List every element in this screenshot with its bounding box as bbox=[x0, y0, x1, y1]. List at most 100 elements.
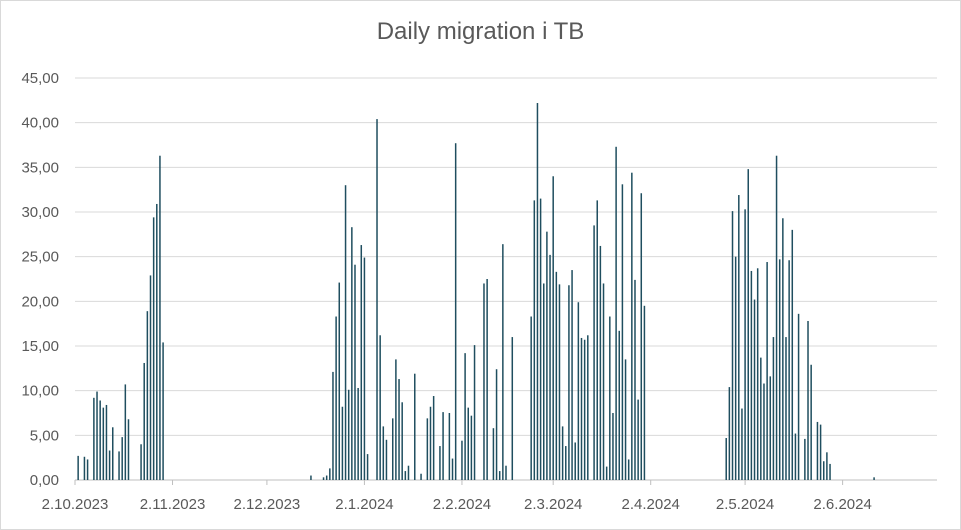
bar bbox=[502, 244, 504, 480]
bar bbox=[159, 155, 161, 480]
bar bbox=[146, 311, 149, 480]
bar bbox=[769, 376, 772, 480]
bar bbox=[549, 254, 551, 480]
bar bbox=[143, 362, 145, 480]
bar bbox=[533, 200, 536, 481]
bar bbox=[804, 438, 806, 480]
bar bbox=[596, 200, 598, 481]
bar bbox=[401, 402, 403, 480]
bar bbox=[558, 284, 561, 480]
bar bbox=[565, 446, 567, 480]
bar bbox=[593, 225, 595, 480]
bar bbox=[763, 383, 765, 480]
x-tick-label: 2.10.2023 bbox=[42, 496, 109, 513]
bar bbox=[439, 446, 441, 480]
bar bbox=[605, 466, 608, 480]
y-tick-label: 15,00 bbox=[21, 338, 59, 355]
bar bbox=[816, 421, 819, 480]
bar bbox=[360, 245, 363, 480]
bar bbox=[819, 424, 822, 480]
bar bbox=[426, 418, 429, 480]
bar bbox=[96, 391, 98, 480]
bar bbox=[772, 337, 775, 480]
gridlines bbox=[75, 77, 937, 481]
bar bbox=[347, 389, 350, 480]
bar bbox=[505, 465, 507, 480]
bar bbox=[385, 439, 388, 480]
bars bbox=[77, 103, 875, 481]
bar bbox=[162, 342, 164, 480]
bar bbox=[561, 426, 564, 480]
bar bbox=[344, 185, 347, 480]
bar bbox=[454, 143, 457, 481]
bar bbox=[322, 477, 325, 480]
bar bbox=[546, 231, 548, 480]
bar bbox=[587, 335, 589, 480]
bar bbox=[511, 337, 514, 480]
bar bbox=[420, 473, 422, 480]
bar bbox=[105, 404, 108, 480]
x-tick-label: 2.5.2024 bbox=[716, 496, 774, 513]
bar bbox=[498, 471, 501, 480]
bar bbox=[826, 452, 828, 480]
bar bbox=[829, 463, 831, 480]
bar bbox=[552, 176, 554, 480]
y-tick-label: 10,00 bbox=[21, 383, 59, 400]
bar bbox=[486, 279, 488, 480]
bar bbox=[152, 217, 155, 481]
bar bbox=[414, 373, 416, 480]
bar bbox=[127, 419, 130, 480]
bar bbox=[382, 426, 385, 480]
bar bbox=[536, 103, 539, 480]
bar bbox=[86, 459, 89, 480]
bar bbox=[778, 259, 781, 480]
bar bbox=[750, 270, 753, 480]
bar bbox=[571, 270, 573, 480]
bar bbox=[121, 437, 123, 480]
bar bbox=[341, 406, 344, 480]
bar bbox=[99, 400, 101, 480]
bar bbox=[451, 458, 454, 480]
x-tick-label: 2.6.2024 bbox=[813, 496, 871, 513]
bar bbox=[77, 455, 79, 480]
bar bbox=[637, 399, 639, 480]
bar bbox=[83, 456, 86, 480]
bar bbox=[807, 320, 809, 480]
bar bbox=[785, 337, 787, 480]
bar bbox=[335, 316, 337, 480]
bar bbox=[404, 471, 407, 480]
bar bbox=[495, 369, 498, 480]
bar bbox=[357, 387, 359, 480]
bar bbox=[788, 260, 790, 480]
bar bbox=[442, 412, 444, 480]
bar bbox=[822, 461, 825, 480]
bar bbox=[643, 305, 646, 480]
y-tick-label: 40,00 bbox=[21, 115, 59, 132]
bar bbox=[530, 316, 532, 480]
bar bbox=[731, 211, 734, 480]
bar bbox=[149, 275, 152, 480]
bar bbox=[140, 444, 142, 480]
bar bbox=[124, 384, 127, 480]
x-tick-label: 2.4.2024 bbox=[622, 496, 680, 513]
bar bbox=[583, 339, 586, 480]
bar bbox=[609, 316, 611, 480]
bar bbox=[429, 406, 432, 480]
y-tick-label: 25,00 bbox=[21, 249, 59, 266]
bar bbox=[338, 282, 341, 480]
bar bbox=[766, 262, 768, 480]
bar bbox=[310, 475, 312, 480]
y-tick-label: 30,00 bbox=[21, 204, 59, 221]
bar bbox=[432, 396, 435, 480]
x-tick-label: 2.12.2023 bbox=[234, 496, 301, 513]
x-tick-label: 2.3.2024 bbox=[524, 496, 582, 513]
bar bbox=[325, 475, 328, 480]
bar bbox=[612, 413, 614, 480]
bar bbox=[543, 283, 545, 480]
bar bbox=[118, 451, 120, 480]
bar bbox=[741, 408, 743, 480]
bar bbox=[634, 279, 636, 480]
bar bbox=[574, 442, 576, 480]
y-tick-label: 35,00 bbox=[21, 159, 59, 176]
